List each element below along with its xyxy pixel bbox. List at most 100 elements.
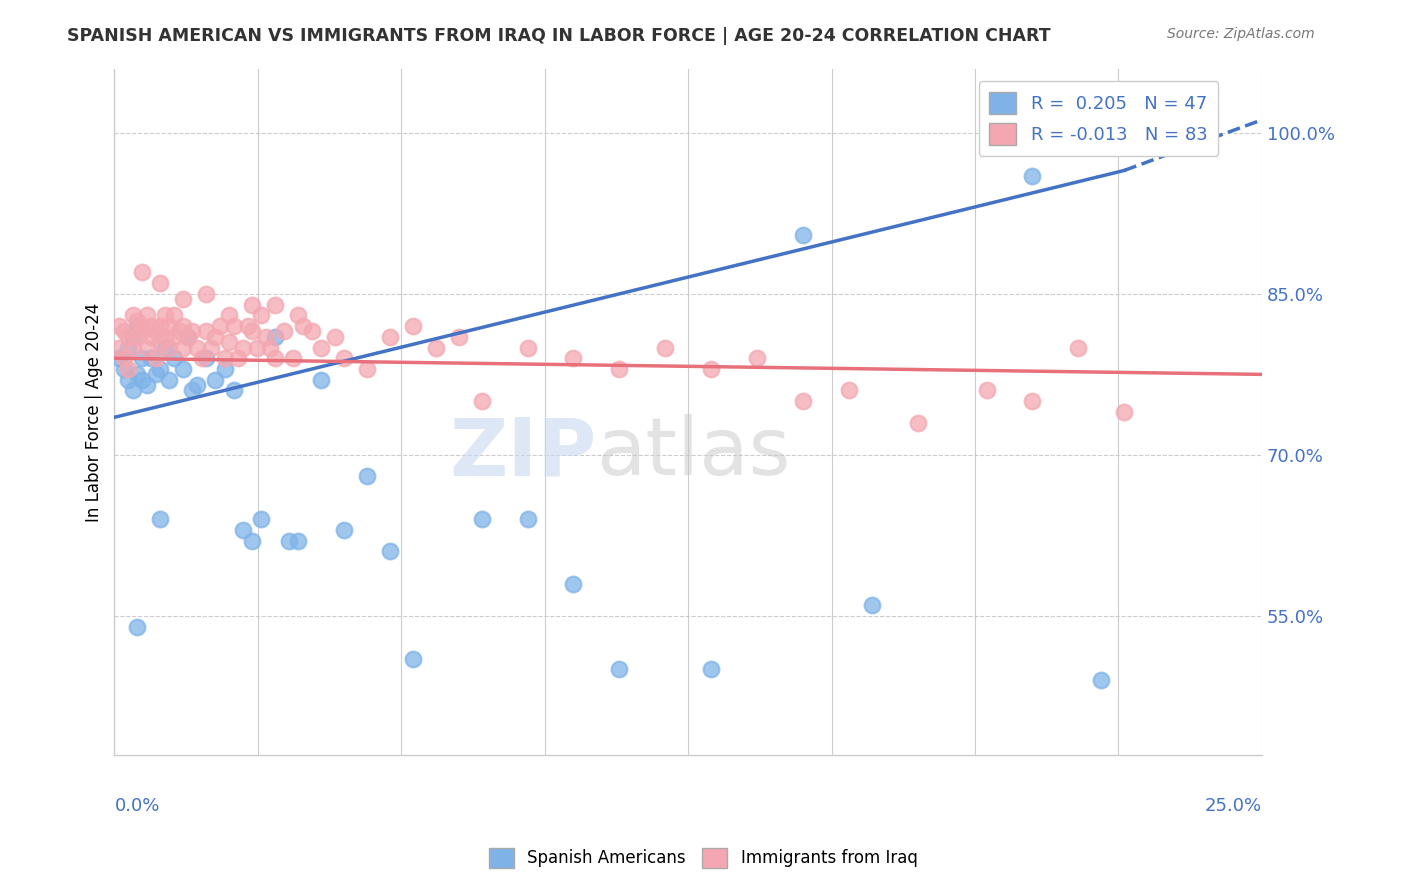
Point (127, 314, 149, 328)
Point (250, 512, 273, 526)
Point (121, 341, 143, 355)
Point (283, 351, 305, 366)
Point (208, 319, 231, 334)
Point (149, 362, 172, 376)
Point (378, 544, 401, 558)
Point (333, 351, 356, 366)
Point (177, 330, 200, 344)
Text: 0.0%: 0.0% (114, 797, 160, 814)
Point (264, 351, 287, 366)
Point (139, 351, 162, 366)
Point (471, 394, 494, 409)
Point (1114, 405, 1136, 419)
Point (309, 373, 332, 387)
Point (131, 265, 153, 279)
Point (907, 416, 929, 430)
Point (145, 351, 167, 366)
Point (172, 292, 194, 306)
Point (159, 341, 181, 355)
Point (291, 319, 314, 334)
Point (112, 362, 135, 376)
Point (139, 330, 162, 344)
Point (117, 330, 139, 344)
Point (186, 341, 208, 355)
Point (214, 362, 236, 376)
Point (149, 276, 172, 290)
Point (117, 373, 139, 387)
Point (976, 384, 998, 398)
Point (121, 384, 143, 398)
Point (447, 330, 470, 344)
Point (167, 325, 190, 339)
Point (222, 319, 245, 334)
Point (153, 341, 176, 355)
Point (301, 325, 323, 339)
Point (277, 533, 299, 548)
Point (218, 335, 240, 350)
Point (860, 598, 883, 612)
Point (204, 330, 226, 344)
Point (273, 325, 295, 339)
Point (149, 319, 172, 334)
Point (240, 533, 263, 548)
Point (323, 330, 346, 344)
Point (259, 341, 281, 355)
Point (163, 309, 186, 323)
Point (108, 319, 131, 334)
Point (108, 341, 131, 355)
Text: ZIP: ZIP (449, 414, 596, 492)
Point (838, 384, 860, 398)
Point (1021, 169, 1043, 183)
Point (117, 362, 139, 376)
Point (112, 325, 135, 339)
Point (607, 663, 630, 677)
Point (516, 341, 538, 355)
Point (121, 330, 143, 344)
Legend: Spanish Americans, Immigrants from Iraq: Spanish Americans, Immigrants from Iraq (482, 841, 924, 875)
Point (378, 330, 401, 344)
Point (186, 378, 208, 392)
Point (149, 335, 172, 350)
Point (195, 325, 218, 339)
Point (135, 341, 157, 355)
Point (471, 512, 494, 526)
Point (264, 297, 287, 311)
Point (153, 330, 176, 344)
Point (131, 319, 153, 334)
Point (172, 341, 194, 355)
Point (190, 351, 212, 366)
Point (181, 384, 204, 398)
Point (131, 373, 153, 387)
Point (127, 619, 149, 633)
Point (131, 325, 153, 339)
Point (792, 394, 814, 409)
Point (163, 351, 186, 366)
Y-axis label: In Labor Force | Age 20-24: In Labor Force | Age 20-24 (86, 302, 103, 522)
Point (236, 319, 259, 334)
Point (195, 286, 218, 301)
Point (1067, 341, 1090, 355)
Point (700, 362, 723, 376)
Point (309, 341, 332, 355)
Point (240, 325, 263, 339)
Legend: R =  0.205   N = 47, R = -0.013   N = 83: R = 0.205 N = 47, R = -0.013 N = 83 (979, 81, 1219, 156)
Text: SPANISH AMERICAN VS IMMIGRANTS FROM IRAQ IN LABOR FORCE | AGE 20-24 CORRELATION : SPANISH AMERICAN VS IMMIGRANTS FROM IRAQ… (67, 27, 1052, 45)
Point (222, 384, 245, 398)
Point (516, 512, 538, 526)
Point (131, 351, 153, 366)
Point (425, 341, 447, 355)
Point (333, 523, 356, 537)
Text: atlas: atlas (596, 414, 790, 492)
Point (287, 533, 309, 548)
Point (121, 309, 143, 323)
Point (356, 469, 378, 483)
Point (145, 325, 167, 339)
Point (218, 309, 240, 323)
Point (654, 341, 676, 355)
Point (254, 330, 277, 344)
Point (204, 373, 226, 387)
Point (145, 368, 167, 382)
Point (127, 319, 149, 334)
Point (153, 309, 176, 323)
Point (562, 576, 585, 591)
